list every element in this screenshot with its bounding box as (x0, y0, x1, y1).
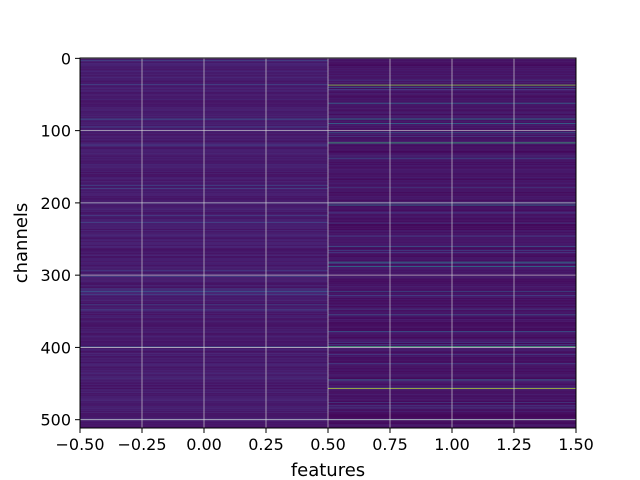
x-tick-label: 1.00 (434, 435, 470, 454)
x-tick-label: −0.50 (55, 435, 104, 454)
y-tick-label: 0 (61, 49, 71, 68)
y-tick-label: 200 (40, 194, 71, 213)
x-tick-label: 0.75 (372, 435, 408, 454)
y-tick-label: 300 (40, 266, 71, 285)
x-tick-label: 0.50 (310, 435, 346, 454)
x-tick-label: 1.50 (558, 435, 594, 454)
y-tick-label: 100 (40, 122, 71, 141)
x-tick-label: 0.00 (186, 435, 222, 454)
y-tick-label: 400 (40, 338, 71, 357)
x-tick-label: 1.25 (496, 435, 532, 454)
x-axis-label: features (291, 460, 365, 480)
x-axis-ticks: −0.50 −0.25 0.00 0.25 0.50 0.75 1.00 1.25 1.50 (55, 428, 594, 454)
y-axis-ticks: 0 100 200 300 400 500 (40, 49, 80, 430)
x-tick-label: 0.25 (248, 435, 284, 454)
x-tick-label: −0.25 (117, 435, 166, 454)
y-tick-label: 500 (40, 411, 71, 430)
y-axis-label: channels (11, 203, 32, 284)
